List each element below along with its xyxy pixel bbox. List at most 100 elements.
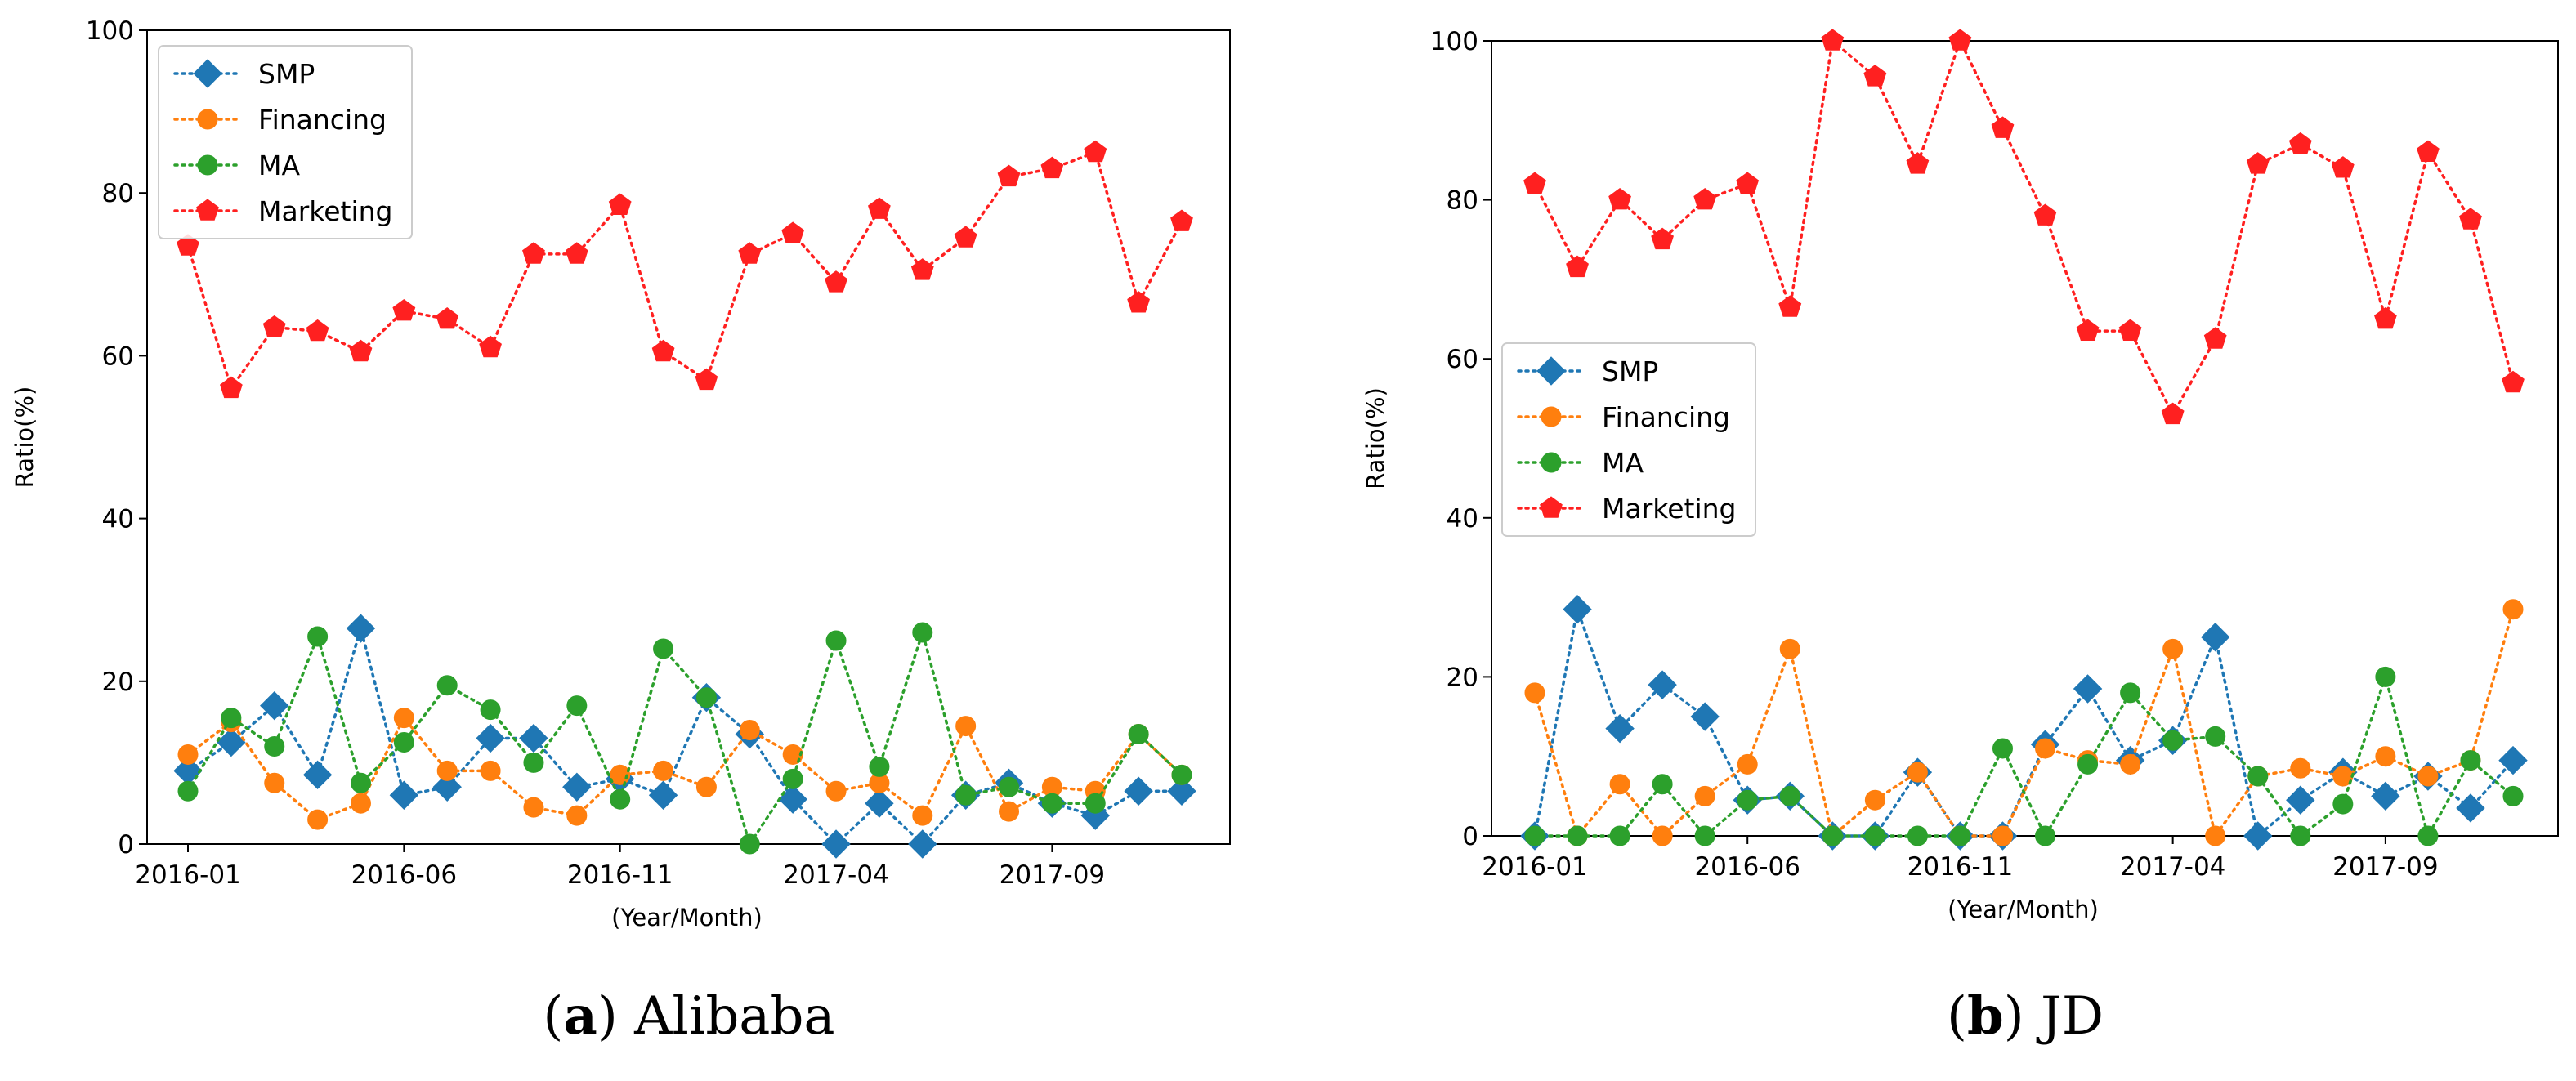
data-point (1609, 774, 1630, 795)
data-point (1566, 255, 1589, 278)
legend-label: Marketing (1602, 493, 1736, 525)
data-point (479, 335, 502, 358)
data-point (2332, 793, 2354, 815)
data-point (220, 376, 243, 399)
data-point (868, 197, 891, 219)
x-tick-label: 2016-11 (567, 860, 673, 890)
y-tick-label: 0 (118, 830, 134, 860)
legend-frame (1501, 342, 1756, 537)
x-tick-label: 2017-09 (2332, 852, 2439, 882)
data-point (1541, 406, 1562, 427)
data-point (480, 760, 501, 781)
data-point (476, 723, 505, 753)
data-point (1567, 825, 1588, 846)
data-point (653, 760, 674, 781)
x-tick-label: 2016-06 (351, 860, 458, 890)
data-point (1128, 724, 1149, 745)
data-point (1737, 753, 1758, 775)
data-point (2374, 306, 2397, 329)
data-point (1523, 172, 1546, 194)
data-point (1127, 291, 1150, 313)
caption-letter: b (1967, 985, 2004, 1047)
data-point (523, 752, 544, 773)
data-point (2073, 674, 2103, 704)
data-point (2286, 785, 2315, 815)
data-point (2417, 140, 2440, 162)
data-point (302, 760, 333, 790)
data-point (1694, 825, 1715, 846)
data-point (2375, 666, 2396, 687)
data-point (566, 695, 588, 717)
legend-item-financing: Financing (1517, 401, 1730, 433)
data-point (350, 772, 371, 793)
y-tick-label: 40 (1447, 504, 1478, 534)
panel-caption: (a) Alibaba (543, 985, 834, 1047)
caption-letter: a (563, 985, 597, 1047)
data-point (1907, 825, 1928, 846)
x-axis-label: (Year/Month) (611, 904, 763, 931)
y-axis-label: Ratio(%) (11, 386, 38, 489)
data-point (1540, 496, 1563, 518)
data-point (523, 797, 544, 818)
legend-label: MA (1602, 447, 1644, 479)
series-ma (177, 622, 1192, 855)
data-point (2331, 156, 2355, 178)
series-ma (1524, 666, 2524, 846)
data-point (177, 234, 199, 256)
data-point (1124, 776, 1153, 806)
data-point (955, 784, 977, 806)
data-point (1524, 682, 1545, 704)
data-point (955, 716, 977, 737)
x-tick-label: 2016-01 (135, 860, 241, 890)
data-point (193, 59, 222, 88)
data-point (2502, 785, 2524, 806)
data-point (2162, 730, 2184, 751)
data-point (1171, 764, 1192, 785)
data-point (197, 109, 218, 130)
data-point (1652, 774, 1673, 795)
data-point (2375, 746, 2396, 767)
data-point (262, 315, 286, 337)
data-point (1041, 793, 1062, 814)
legend-label: MA (258, 150, 300, 181)
data-point (1648, 670, 1677, 699)
data-point (1864, 825, 1885, 846)
data-point (1690, 702, 1720, 731)
data-point (1864, 789, 1885, 811)
x-tick-label: 2016-06 (1694, 852, 1800, 882)
data-point (865, 788, 894, 818)
y-tick-label: 100 (86, 16, 134, 46)
data-point (2120, 682, 2141, 704)
data-point (1536, 356, 1566, 386)
data-point (562, 772, 592, 802)
data-point (2076, 319, 2100, 341)
caption-text: ) Alibaba (597, 986, 835, 1047)
data-point (954, 226, 977, 248)
data-point (350, 793, 371, 814)
data-point (695, 776, 717, 797)
data-point (566, 805, 588, 826)
data-point (436, 306, 459, 329)
data-point (307, 809, 329, 830)
data-point (264, 735, 285, 757)
data-point (2243, 821, 2273, 851)
data-point (1541, 452, 1562, 473)
y-tick-label: 40 (102, 505, 134, 534)
y-tick-label: 60 (102, 342, 134, 371)
data-point (608, 193, 632, 215)
series-marketing (1523, 29, 2525, 425)
data-point (436, 675, 458, 696)
data-point (177, 780, 199, 802)
legend-item-financing: Financing (173, 104, 387, 136)
data-point (2033, 203, 2057, 226)
legend-label: SMP (1602, 355, 1658, 387)
y-axis-label: Ratio(%) (1362, 387, 1389, 489)
series-marketing (177, 140, 1193, 399)
data-point (2035, 825, 2056, 846)
caption-text: ) JD (2004, 986, 2104, 1047)
plot-frame (1491, 40, 2559, 837)
series-line (1533, 672, 2515, 840)
data-point (1907, 762, 1928, 783)
data-point (1524, 825, 1545, 846)
data-point (781, 221, 805, 243)
